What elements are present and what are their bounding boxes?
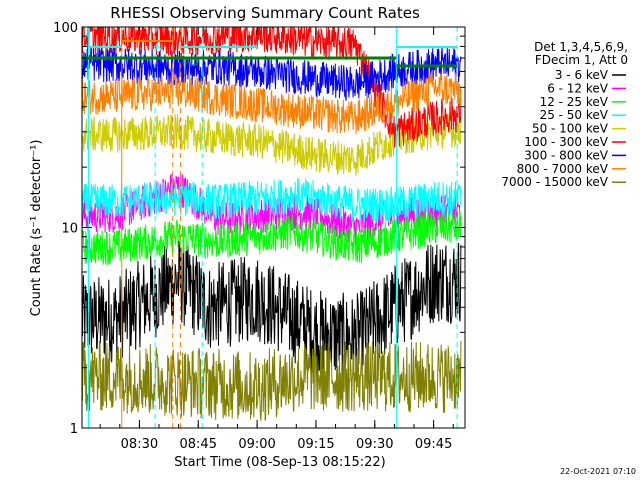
legend-label-3: 12 - 25 keV (540, 95, 609, 109)
legend-label-7: 300 - 800 keV (524, 148, 608, 162)
legend-header-2: FDecim 1, Att 0 (535, 53, 628, 67)
y-tick-label-3: 100 (53, 21, 78, 36)
footer-date: 22-Oct-2021 07:10 (560, 467, 636, 476)
x-tick-label-2: 08:45 (180, 437, 217, 452)
series-line-9 (82, 340, 462, 422)
legend-label-5: 50 - 100 keV (532, 122, 609, 136)
series-line-7 (82, 46, 462, 101)
annotation-s: S (124, 34, 130, 45)
series-line-3 (82, 209, 462, 265)
x-axis-label: Start Time (08-Sep-13 08:15:22) (174, 455, 385, 470)
legend: Det 1,3,4,5,6,9,FDecim 1, Att 03 - 6 keV… (501, 40, 628, 189)
annotation-n: N (155, 42, 162, 53)
chart-title: RHESSI Observing Summary Count Rates (110, 4, 420, 22)
annotation-d: D (190, 58, 198, 69)
legend-label-1: 3 - 6 keV (555, 68, 609, 82)
x-tick-label-6: 09:45 (415, 437, 452, 452)
x-tick-label-3: 09:00 (238, 437, 275, 452)
series-line-4 (82, 178, 462, 223)
legend-label-4: 25 - 50 keV (540, 108, 609, 122)
x-tick-label-5: 09:30 (356, 437, 393, 452)
y-tick-label-2: 10 (61, 222, 78, 237)
series-line-8 (82, 71, 462, 135)
series-line-5 (82, 112, 462, 176)
y-tick-label-1: 1 (70, 422, 78, 437)
x-tick-label-1: 08:30 (121, 437, 158, 452)
legend-label-8: 800 - 7000 keV (517, 162, 609, 176)
legend-label-2: 6 - 12 keV (547, 81, 609, 95)
series-line-6 (82, 27, 462, 148)
legend-header-1: Det 1,3,4,5,6,9, (534, 40, 628, 54)
legend-label-6: 100 - 300 keV (524, 135, 608, 149)
series-line-1 (82, 240, 462, 382)
annotation-f: F (183, 58, 189, 69)
y-axis-label: Count Rate (s⁻¹ detector⁻¹) (29, 140, 44, 317)
legend-label-9: 7000 - 15000 keV (501, 175, 608, 189)
x-tick-label-4: 09:15 (297, 437, 334, 452)
axes: 08:30 08:45 09:00 09:15 09:30 09:45 1 10 100 (53, 21, 465, 452)
